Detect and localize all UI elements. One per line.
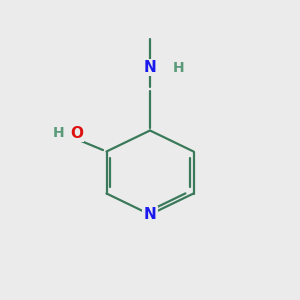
Text: O: O	[70, 126, 83, 141]
Text: N: N	[144, 60, 156, 75]
Text: H: H	[173, 61, 184, 74]
Text: H: H	[53, 127, 64, 140]
Text: N: N	[144, 207, 156, 222]
